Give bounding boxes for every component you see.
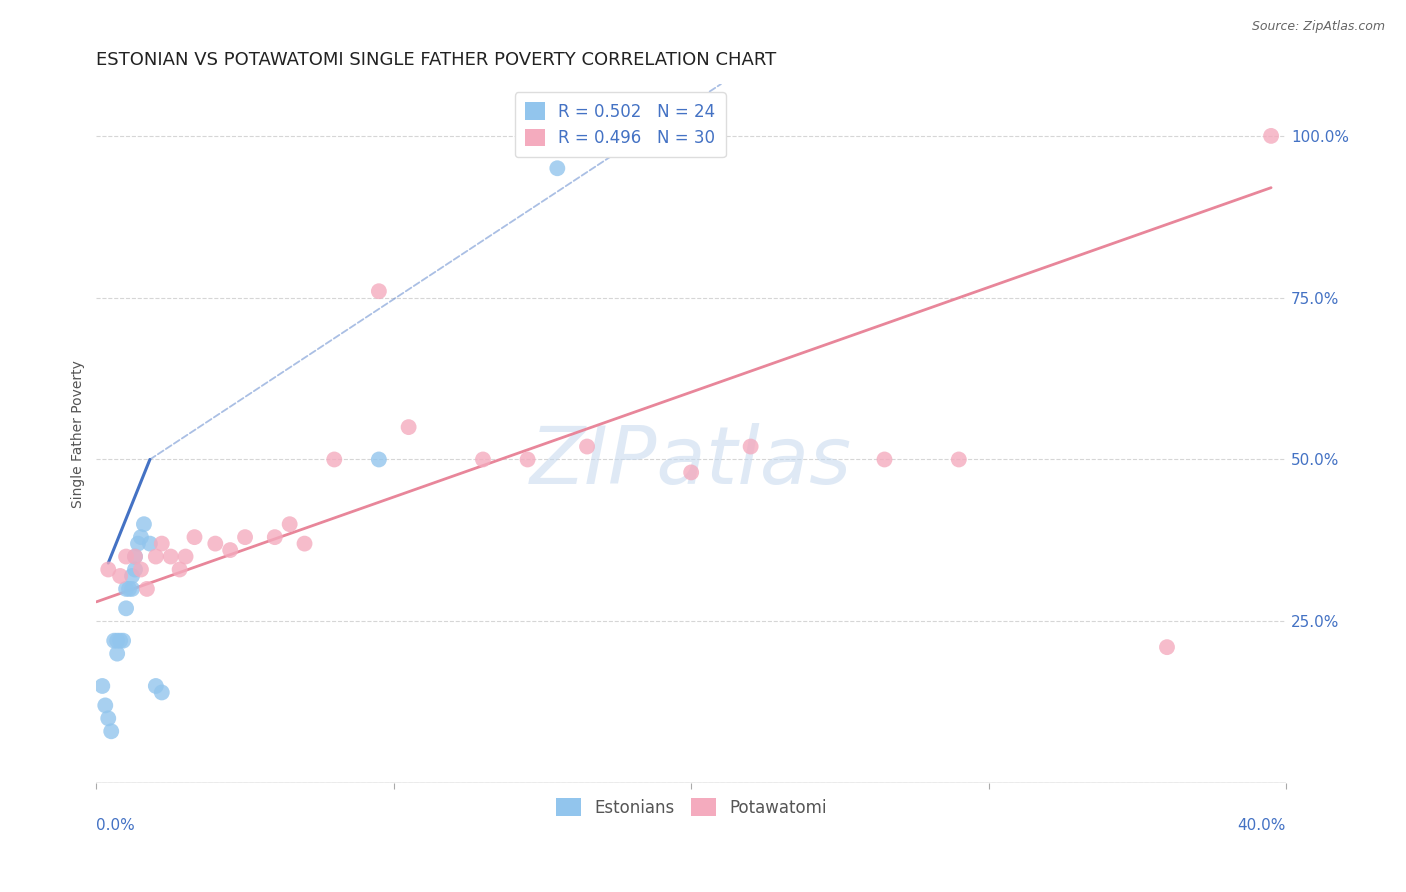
Point bbox=[516, 452, 538, 467]
Point bbox=[948, 452, 970, 467]
Point bbox=[115, 582, 138, 596]
Point bbox=[127, 536, 149, 550]
Point bbox=[183, 530, 205, 544]
Point bbox=[97, 711, 120, 725]
Text: 40.0%: 40.0% bbox=[1237, 818, 1286, 833]
Point bbox=[472, 452, 495, 467]
Point bbox=[367, 284, 389, 298]
Text: Source: ZipAtlas.com: Source: ZipAtlas.com bbox=[1251, 20, 1385, 33]
Point bbox=[91, 679, 114, 693]
Point bbox=[124, 549, 146, 564]
Point bbox=[129, 562, 152, 576]
Point bbox=[1156, 640, 1178, 655]
Point bbox=[118, 582, 141, 596]
Point bbox=[124, 562, 146, 576]
Point bbox=[97, 562, 120, 576]
Point bbox=[204, 536, 226, 550]
Point bbox=[135, 582, 157, 596]
Point bbox=[233, 530, 256, 544]
Point bbox=[100, 724, 122, 739]
Point bbox=[219, 543, 242, 558]
Point bbox=[150, 685, 173, 699]
Point bbox=[132, 517, 155, 532]
Point bbox=[546, 161, 568, 176]
Text: ZIPatlas: ZIPatlas bbox=[530, 423, 852, 500]
Text: 0.0%: 0.0% bbox=[97, 818, 135, 833]
Point bbox=[174, 549, 197, 564]
Point bbox=[121, 569, 143, 583]
Point bbox=[145, 679, 167, 693]
Point bbox=[145, 549, 167, 564]
Point bbox=[121, 582, 143, 596]
Point bbox=[398, 420, 420, 434]
Point bbox=[323, 452, 346, 467]
Point bbox=[150, 536, 173, 550]
Point bbox=[367, 452, 389, 467]
Point bbox=[94, 698, 117, 713]
Point bbox=[112, 633, 135, 648]
Point bbox=[263, 530, 285, 544]
Point bbox=[105, 647, 128, 661]
Point bbox=[576, 440, 599, 454]
Point bbox=[740, 440, 762, 454]
Point bbox=[278, 517, 301, 532]
Point bbox=[108, 633, 131, 648]
Point bbox=[105, 633, 128, 648]
Point bbox=[294, 536, 316, 550]
Legend: Estonians, Potawatomi: Estonians, Potawatomi bbox=[548, 792, 834, 823]
Point bbox=[681, 466, 703, 480]
Point bbox=[124, 549, 146, 564]
Point bbox=[139, 536, 162, 550]
Point bbox=[115, 549, 138, 564]
Point bbox=[103, 633, 125, 648]
Point bbox=[115, 601, 138, 615]
Point bbox=[1260, 128, 1282, 143]
Y-axis label: Single Father Poverty: Single Father Poverty bbox=[72, 359, 86, 508]
Point bbox=[108, 569, 131, 583]
Point bbox=[873, 452, 896, 467]
Point bbox=[159, 549, 181, 564]
Text: ESTONIAN VS POTAWATOMI SINGLE FATHER POVERTY CORRELATION CHART: ESTONIAN VS POTAWATOMI SINGLE FATHER POV… bbox=[97, 51, 776, 69]
Point bbox=[169, 562, 191, 576]
Point bbox=[129, 530, 152, 544]
